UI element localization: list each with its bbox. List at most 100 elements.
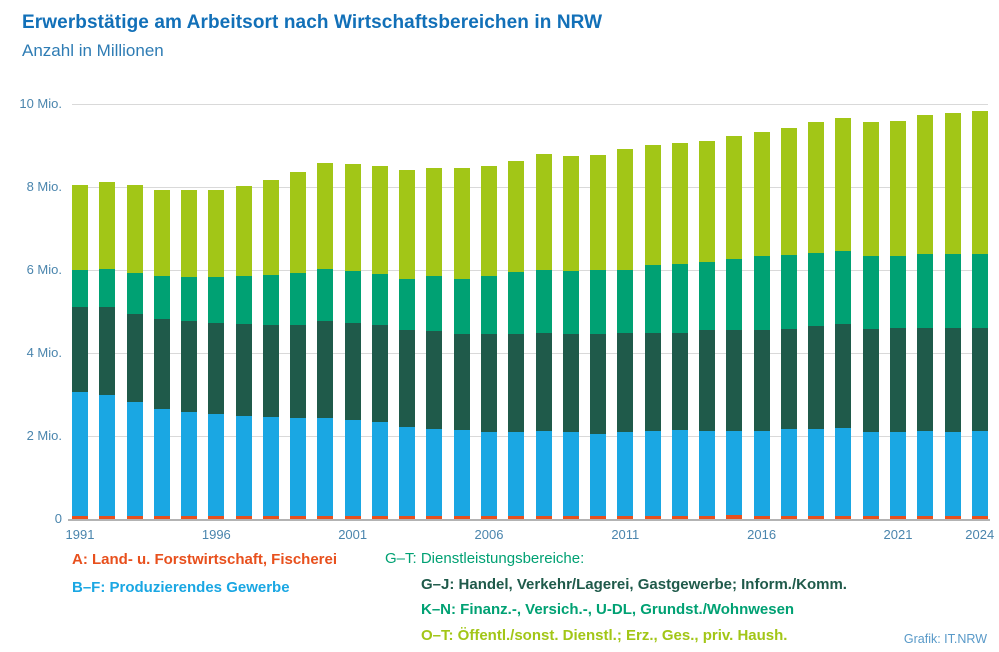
bar-segment-b-f-2004 xyxy=(426,428,443,516)
bar-segment-a-2016 xyxy=(753,515,770,519)
bar-stack-2024 xyxy=(971,111,988,519)
bar-segment-b-f-2010 xyxy=(590,433,607,516)
bar-segment-b-f-1993 xyxy=(126,402,143,516)
bar-stack-1996 xyxy=(208,190,225,519)
bar-segment-a-2017 xyxy=(780,515,797,519)
bar-segment-k-n-1991 xyxy=(72,270,88,307)
bar-segment-o-t-2012 xyxy=(644,144,661,265)
bar-segment-g-j-2004 xyxy=(426,330,443,429)
bar-2002 xyxy=(371,104,388,519)
bar-segment-b-f-2009 xyxy=(562,431,579,516)
bar-stack-2004 xyxy=(426,167,443,519)
bar-segment-k-n-2002 xyxy=(371,273,388,326)
bar-segment-g-j-2019 xyxy=(835,323,852,428)
bar-segment-a-1991 xyxy=(72,515,88,519)
x-tick-label-2021: 2021 xyxy=(883,527,913,542)
bar-segment-o-t-2024 xyxy=(971,111,988,255)
gridline-4 xyxy=(72,353,988,354)
bar-2007 xyxy=(508,104,525,519)
bar-segment-k-n-2012 xyxy=(644,264,661,334)
bar-stack-1999 xyxy=(290,172,307,519)
bar-segment-a-2007 xyxy=(508,515,525,519)
bar-segment-g-j-2009 xyxy=(562,334,579,432)
bar-segment-g-j-1998 xyxy=(262,324,279,417)
bar-segment-k-n-1995 xyxy=(181,276,198,322)
bar-segment-o-t-1999 xyxy=(290,172,307,274)
x-tick-label-1996: 1996 xyxy=(201,527,231,542)
x-tick-label-2011: 2011 xyxy=(611,527,640,542)
bar-segment-b-f-2016 xyxy=(753,430,770,516)
bar-segment-a-1994 xyxy=(153,515,170,519)
bar-segment-o-t-2003 xyxy=(399,169,416,279)
bar-segment-a-1993 xyxy=(126,515,143,519)
bar-segment-a-2005 xyxy=(453,515,470,519)
bar-stack-2008 xyxy=(535,153,552,519)
bar-segment-a-2019 xyxy=(835,515,852,519)
bar-segment-a-1995 xyxy=(181,515,198,519)
bar-segment-b-f-2012 xyxy=(644,431,661,516)
legend-right-column: G–T: Dienstleistungsbereiche: G–J: Hande… xyxy=(385,546,847,648)
bar-stack-2014 xyxy=(699,140,716,519)
bar-segment-b-f-2013 xyxy=(671,430,688,516)
bar-stack-2011 xyxy=(617,148,634,519)
bar-2020 xyxy=(862,104,879,519)
bar-1994 xyxy=(153,104,170,519)
bar-segment-g-j-2023 xyxy=(944,327,961,432)
bar-segment-o-t-1995 xyxy=(181,190,198,277)
bar-stack-1994 xyxy=(153,189,170,519)
bar-segment-o-t-2014 xyxy=(699,140,716,263)
bar-1998 xyxy=(262,104,279,519)
bar-2021: 2021 xyxy=(884,104,912,542)
bar-1999 xyxy=(290,104,307,519)
bar-2010 xyxy=(590,104,607,519)
bar-segment-o-t-2007 xyxy=(508,160,525,273)
legend-left-column: A: Land- u. Forstwirtschaft, Fischerei B… xyxy=(72,546,337,602)
bar-stack-1998 xyxy=(262,180,279,519)
bar-stack-2018 xyxy=(808,121,825,519)
bar-segment-k-n-1999 xyxy=(290,273,307,325)
bar-segment-o-t-2022 xyxy=(917,114,934,255)
bar-segment-b-f-2018 xyxy=(808,429,825,516)
bar-segment-a-2020 xyxy=(862,515,879,519)
bar-1997 xyxy=(235,104,252,519)
bar-segment-g-j-1999 xyxy=(290,324,307,419)
bar-segment-k-n-2008 xyxy=(535,269,552,333)
bar-1996: 1996 xyxy=(202,104,231,542)
gridline-6 xyxy=(72,270,988,271)
y-tick-label-4: 4 Mio. xyxy=(26,345,62,360)
bar-2015 xyxy=(726,104,743,519)
legend-heading-gt: G–T: Dienstleistungsbereiche: xyxy=(385,550,585,567)
bar-2017 xyxy=(780,104,797,519)
bar-segment-o-t-2023 xyxy=(944,113,961,255)
bar-2000 xyxy=(317,104,334,519)
bar-segment-b-f-2021 xyxy=(889,431,906,516)
bar-segment-k-n-2018 xyxy=(808,252,825,327)
bar-segment-k-n-1992 xyxy=(99,269,116,308)
bar-segment-b-f-2017 xyxy=(780,429,797,516)
bar-segment-g-j-2000 xyxy=(317,321,334,418)
bar-segment-k-n-2019 xyxy=(835,251,852,324)
bar-segment-a-2014 xyxy=(699,515,716,519)
bar-segment-o-t-1996 xyxy=(208,190,225,278)
x-tick-label-2024: 2024 xyxy=(965,527,995,542)
bar-2005 xyxy=(453,104,470,519)
bar-segment-o-t-2019 xyxy=(835,118,852,252)
bar-segment-a-1999 xyxy=(290,515,307,519)
bar-2023 xyxy=(944,104,961,519)
x-tick-label-1991: 1991 xyxy=(65,527,95,542)
bar-segment-b-f-1996 xyxy=(208,414,225,516)
bar-stack-1991 xyxy=(72,184,88,519)
bar-segment-o-t-2016 xyxy=(753,132,770,257)
bar-segment-a-2024 xyxy=(971,515,988,519)
bar-segment-g-j-2012 xyxy=(644,333,661,432)
bar-segment-g-j-1992 xyxy=(99,307,116,395)
bar-segment-o-t-2013 xyxy=(671,143,688,265)
legend-item-gj: G–J: Handel, Verkehr/Lagerei, Gastgewerb… xyxy=(421,575,847,593)
y-tick-label-0: 0 xyxy=(54,511,62,526)
bar-segment-a-2009 xyxy=(562,515,579,519)
bar-stack-2016 xyxy=(753,132,770,519)
bar-segment-k-n-1998 xyxy=(262,275,279,325)
chart-subtitle: Anzahl in Millionen xyxy=(22,41,164,60)
bar-2014 xyxy=(699,104,716,519)
